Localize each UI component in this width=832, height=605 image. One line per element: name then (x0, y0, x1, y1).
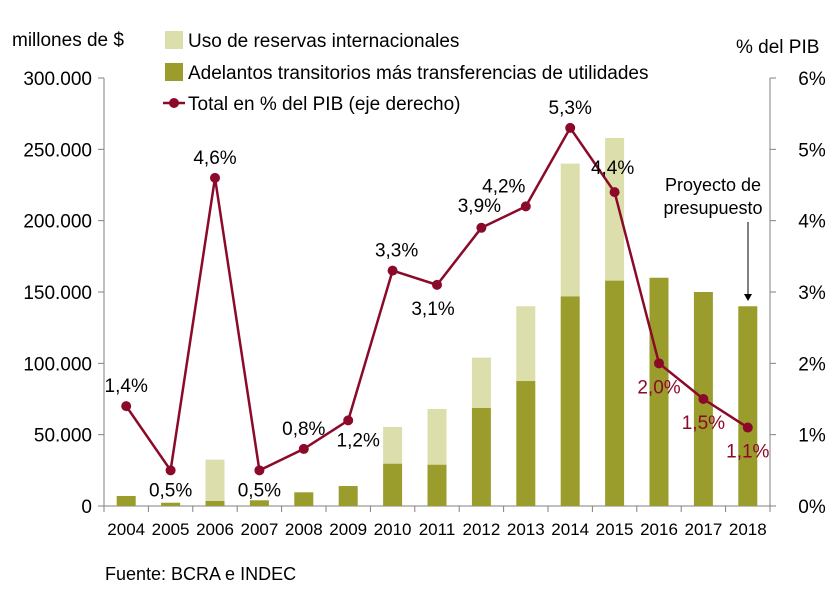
legend-label-reservas: Uso de reservas internacionales (188, 31, 459, 52)
line-marker (121, 401, 132, 412)
left-axis-title: millones de $ (12, 30, 124, 51)
bar-adelantos (205, 501, 225, 506)
x-tick-label: 2009 (329, 520, 367, 539)
line-marker (210, 172, 220, 183)
line-marker (343, 415, 354, 426)
y-tick-label: 200.000 (23, 212, 92, 233)
x-tick-label: 2016 (640, 520, 678, 539)
bar-reservas (605, 137, 625, 281)
line-marker (520, 201, 531, 212)
data-label: 5,3% (549, 98, 592, 119)
bar-reservas (516, 306, 536, 382)
y2-tick-label: 6% (798, 69, 826, 90)
line-marker (742, 422, 753, 433)
bar-reservas (560, 163, 580, 297)
bar-adelantos (294, 492, 314, 506)
x-tick-label: 2007 (240, 520, 278, 539)
bar-reservas (427, 408, 447, 465)
line-marker (254, 465, 265, 476)
data-label: 3,1% (411, 299, 454, 320)
y-tick-label: 250.000 (23, 140, 92, 161)
data-label: 1,1% (726, 442, 769, 463)
y2-tick-label: 2% (798, 354, 826, 375)
bar-adelantos (516, 381, 536, 506)
line-marker (609, 187, 620, 198)
x-tick-label: 2005 (152, 520, 190, 539)
annotation-line1: Proyecto de (665, 175, 761, 195)
legend-swatch-reservas (165, 31, 183, 49)
line-marker (565, 122, 576, 133)
bar-adelantos (338, 486, 358, 506)
bar-adelantos (560, 296, 580, 506)
x-tick-label: 2015 (596, 520, 634, 539)
line-marker (165, 465, 176, 476)
bar-adelantos (161, 502, 181, 506)
y2-tick-label: 3% (798, 283, 826, 304)
bar-adelantos (249, 500, 269, 506)
data-label: 1,5% (682, 413, 725, 434)
x-tick-label: 2014 (551, 520, 589, 539)
line-marker (476, 222, 487, 233)
x-tick-label: 2018 (729, 520, 767, 539)
y2-tick-label: 0% (798, 497, 826, 518)
x-tick-label: 2011 (419, 520, 456, 539)
data-label: 4,4% (591, 158, 634, 179)
data-label: 0,8% (282, 419, 325, 440)
bar-adelantos (471, 407, 491, 506)
bar-adelantos (649, 277, 669, 506)
data-label: 3,9% (458, 196, 501, 217)
data-label: 4,2% (482, 176, 525, 197)
annotation-arrowhead (744, 294, 752, 301)
y-tick-label: 150.000 (23, 283, 92, 304)
bar-adelantos (427, 464, 447, 506)
y2-tick-label: 1% (798, 426, 826, 447)
data-label: 1,4% (105, 376, 148, 397)
bar-adelantos (116, 496, 136, 506)
y-tick-label: 50.000 (34, 426, 92, 447)
data-label: 3,3% (375, 241, 418, 262)
annotation-line2: presupuesto (663, 198, 762, 218)
line-marker (432, 279, 442, 290)
y-tick-label: 300.000 (23, 69, 92, 90)
legend-swatch-adelantos (165, 63, 183, 81)
y2-tick-label: 4% (798, 212, 826, 233)
legend-label-total: Total en % del PIB (eje derecho) (188, 94, 461, 115)
bar-adelantos (605, 280, 625, 506)
data-label: 4,6% (193, 148, 236, 169)
y-tick-label: 100.000 (23, 354, 92, 375)
bar-adelantos (383, 463, 403, 506)
x-tick-label: 2006 (196, 520, 234, 539)
legend-marker-total (169, 98, 179, 108)
data-label: 1,2% (337, 430, 380, 451)
data-label: 0,5% (238, 480, 281, 501)
x-tick-label: 2008 (285, 520, 323, 539)
bar-reservas (205, 459, 225, 502)
data-label: 0,5% (149, 480, 192, 501)
right-axis-title: % del PIB (736, 37, 819, 58)
data-label: 2,0% (637, 377, 680, 398)
x-tick-label: 2010 (374, 520, 412, 539)
bar-adelantos (738, 306, 758, 506)
bar-reservas (383, 426, 403, 464)
y2-tick-label: 5% (798, 140, 826, 161)
x-tick-label: 2013 (507, 520, 545, 539)
legend-label-adelantos: Adelantos transitorios más transferencia… (188, 63, 648, 84)
source-note: Fuente: BCRA e INDEC (105, 564, 296, 584)
line-marker (654, 358, 664, 369)
x-tick-label: 2012 (462, 520, 500, 539)
y-tick-label: 0 (81, 497, 92, 518)
x-tick-label: 2004 (107, 520, 145, 539)
legend: Uso de reservas internacionales Adelanto… (163, 31, 648, 115)
x-tick-label: 2017 (684, 520, 722, 539)
line-marker (698, 394, 709, 404)
line-marker (298, 443, 309, 454)
line-marker (387, 265, 398, 276)
bar-reservas (471, 357, 491, 408)
